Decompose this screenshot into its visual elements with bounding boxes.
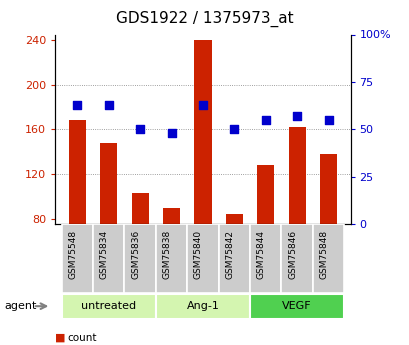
Point [105,102,112,108]
Bar [93,224,124,293]
Point [168,130,174,136]
Text: GSM75836: GSM75836 [131,230,140,279]
Point [74,102,81,108]
Text: GSM75846: GSM75846 [288,230,297,279]
Bar [225,214,243,224]
Bar [69,120,86,224]
Bar [187,224,218,293]
Text: GSM75844: GSM75844 [256,230,265,279]
Point [324,117,331,123]
Text: GDS1922 / 1375973_at: GDS1922 / 1375973_at [116,10,293,27]
Point [199,102,206,108]
Bar [162,207,180,224]
Text: GSM75838: GSM75838 [162,230,171,279]
Bar [194,40,211,224]
Bar [131,193,148,224]
Point [293,114,300,119]
Bar [100,143,117,224]
Bar [61,294,155,319]
Text: VEGF: VEGF [282,301,311,311]
Text: GSM75834: GSM75834 [99,230,108,279]
Text: ■: ■ [55,333,66,343]
Text: GSM75548: GSM75548 [68,230,77,279]
Point [137,127,143,132]
Point [262,117,268,123]
Point [231,127,237,132]
Text: GSM75840: GSM75840 [193,230,202,279]
Bar [218,224,249,293]
Bar [249,294,344,319]
Text: count: count [67,333,97,343]
Bar [155,224,187,293]
Bar [319,154,336,224]
Bar [312,224,344,293]
Text: GSM75848: GSM75848 [319,230,328,279]
Bar [249,224,281,293]
Text: untreated: untreated [81,301,136,311]
Bar [256,165,274,224]
Bar [61,224,93,293]
Bar [124,224,155,293]
Text: Ang-1: Ang-1 [186,301,219,311]
Bar [281,224,312,293]
Text: GSM75842: GSM75842 [225,230,234,279]
Text: agent: agent [4,301,36,311]
Bar [155,294,249,319]
Bar [288,127,305,224]
